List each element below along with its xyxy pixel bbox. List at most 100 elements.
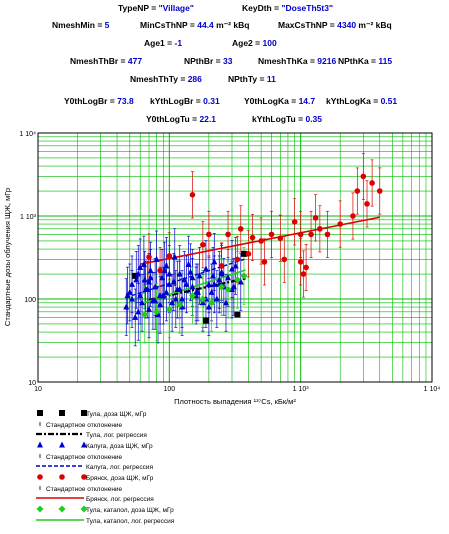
param-age1: Age1 = -1 xyxy=(144,38,182,48)
tula_catapult-point xyxy=(240,272,248,280)
kaluga-point xyxy=(213,295,220,302)
param-value: 0.35 xyxy=(305,114,322,124)
legend-marker xyxy=(58,505,66,513)
kaluga-point xyxy=(225,274,232,281)
param-value: 73.8 xyxy=(117,96,134,106)
legend-label: Тула, лог. регрессия xyxy=(86,432,147,439)
bryansk-point xyxy=(258,238,264,244)
kaluga-point xyxy=(135,308,142,315)
kaluga-point xyxy=(196,272,203,279)
bryansk-point xyxy=(291,219,298,225)
legend-label: Брянск, доза ЩЖ, мГр xyxy=(86,475,154,482)
param-y0thlogtu: Y0thLogTu = 22.1 xyxy=(146,114,216,124)
kaluga-point xyxy=(208,288,215,295)
kaluga-point xyxy=(172,295,179,302)
param-unit: m⁻² kBq xyxy=(356,20,392,30)
tula_catapult-point xyxy=(176,301,184,309)
kaluga-point xyxy=(179,303,186,310)
param-kythlogka: kYthLogKa = 0.51 xyxy=(326,96,397,106)
kaluga-point xyxy=(152,283,159,290)
tula-point xyxy=(202,317,209,324)
legend-marker xyxy=(59,441,65,448)
legend-marker xyxy=(81,474,87,480)
bryansk-point xyxy=(225,231,231,238)
param-y0thlogka: Y0thLogKa = 14.7 xyxy=(244,96,315,106)
legend-label: Стандартное отклонение xyxy=(46,486,123,493)
kaluga-point xyxy=(218,270,225,277)
param-value: 0.31 xyxy=(203,96,220,106)
param-npthty: NPthTy = 11 xyxy=(228,74,276,84)
kaluga-point xyxy=(205,303,212,310)
param-nmeshthty: NmeshThTy = 286 xyxy=(130,74,202,84)
kaluga-point xyxy=(205,280,212,287)
kaluga-point xyxy=(187,268,194,275)
kaluga-point xyxy=(176,286,183,293)
kaluga-point xyxy=(157,292,164,299)
legend-marker xyxy=(36,505,44,513)
x-tick-label: 1 10³ xyxy=(293,386,310,393)
param-value: 100 xyxy=(262,38,277,48)
kaluga-point xyxy=(193,288,200,295)
kaluga-point xyxy=(163,288,170,295)
kaluga-point xyxy=(211,258,218,265)
param-label: Y0thLogTu = xyxy=(146,114,200,124)
param-mincsthnp: MinCsThNP = 44.4 m⁻² kBq xyxy=(140,20,249,31)
kaluga-point xyxy=(129,295,136,302)
bryansk-point xyxy=(324,231,331,238)
bryansk-point xyxy=(146,254,152,260)
kaluga-point xyxy=(139,299,146,306)
tula-point xyxy=(234,311,241,318)
bryansk-point xyxy=(268,231,275,238)
param-label: kYthLogBr = xyxy=(150,96,204,106)
legend-label: Стандартное отклонение xyxy=(46,454,123,461)
param-value: 477 xyxy=(127,56,143,66)
kaluga-point xyxy=(153,255,160,262)
tula_catapult-point xyxy=(153,308,161,316)
param-label: NmeshThBr = xyxy=(70,56,128,66)
kaluga-point xyxy=(132,313,139,320)
bryansk-point xyxy=(281,256,288,263)
tula-point xyxy=(132,272,139,279)
data-points xyxy=(123,173,383,324)
tula_catapult-point xyxy=(188,292,196,300)
bryansk-point xyxy=(277,235,284,242)
bryansk-point xyxy=(245,251,252,257)
tula_catapult-point xyxy=(165,305,173,313)
bryansk-point xyxy=(206,231,212,238)
y-tick-label: 1 10⁴ xyxy=(19,131,36,138)
kaluga-point xyxy=(166,270,173,277)
kaluga-point xyxy=(166,280,173,287)
param-y0thlogbr: Y0thLogBr = 73.8 xyxy=(64,96,134,106)
kaluga-point xyxy=(228,265,235,272)
param-label: KeyDth = xyxy=(242,3,282,13)
tula_catapult-point xyxy=(199,295,207,303)
kaluga-point xyxy=(126,288,133,295)
legend-label: Тула, доза ЩЖ, мГр xyxy=(86,411,147,418)
bryansk-point xyxy=(312,215,319,221)
legend-marker xyxy=(59,474,65,480)
kaluga-point xyxy=(159,274,166,281)
bryansk-point xyxy=(261,259,268,265)
bryansk-point xyxy=(249,234,256,241)
bryansk-point xyxy=(376,188,383,194)
legend-label: Брянск, лог. регрессия xyxy=(86,496,154,503)
grid-lines xyxy=(38,133,432,382)
chart-legend: Тула, доза ЩЖ, мГр Стандартное отклонение… xyxy=(36,410,175,525)
param-label: TypeNP = xyxy=(118,3,159,13)
tula_catapult-point xyxy=(141,311,149,319)
kaluga-point xyxy=(169,299,176,306)
legend-label: Калуга, лог. регрессия xyxy=(86,464,154,471)
tula_catapult-point xyxy=(208,299,216,307)
param-label: NPthTy = xyxy=(228,74,267,84)
param-nmeshmin: NmeshMin = 5 xyxy=(52,20,109,30)
param-value: 33 xyxy=(222,56,233,66)
bryansk-point xyxy=(166,253,173,259)
x-tick-label: 1 10⁴ xyxy=(424,386,441,393)
param-age2: Age2 = 100 xyxy=(232,38,277,48)
legend-marker xyxy=(81,410,87,416)
kaluga-point xyxy=(170,278,177,285)
param-label: Age1 = xyxy=(144,38,175,48)
y-tick-label: 1 10³ xyxy=(20,214,37,221)
param-label: kYthLogTu = xyxy=(252,114,306,124)
